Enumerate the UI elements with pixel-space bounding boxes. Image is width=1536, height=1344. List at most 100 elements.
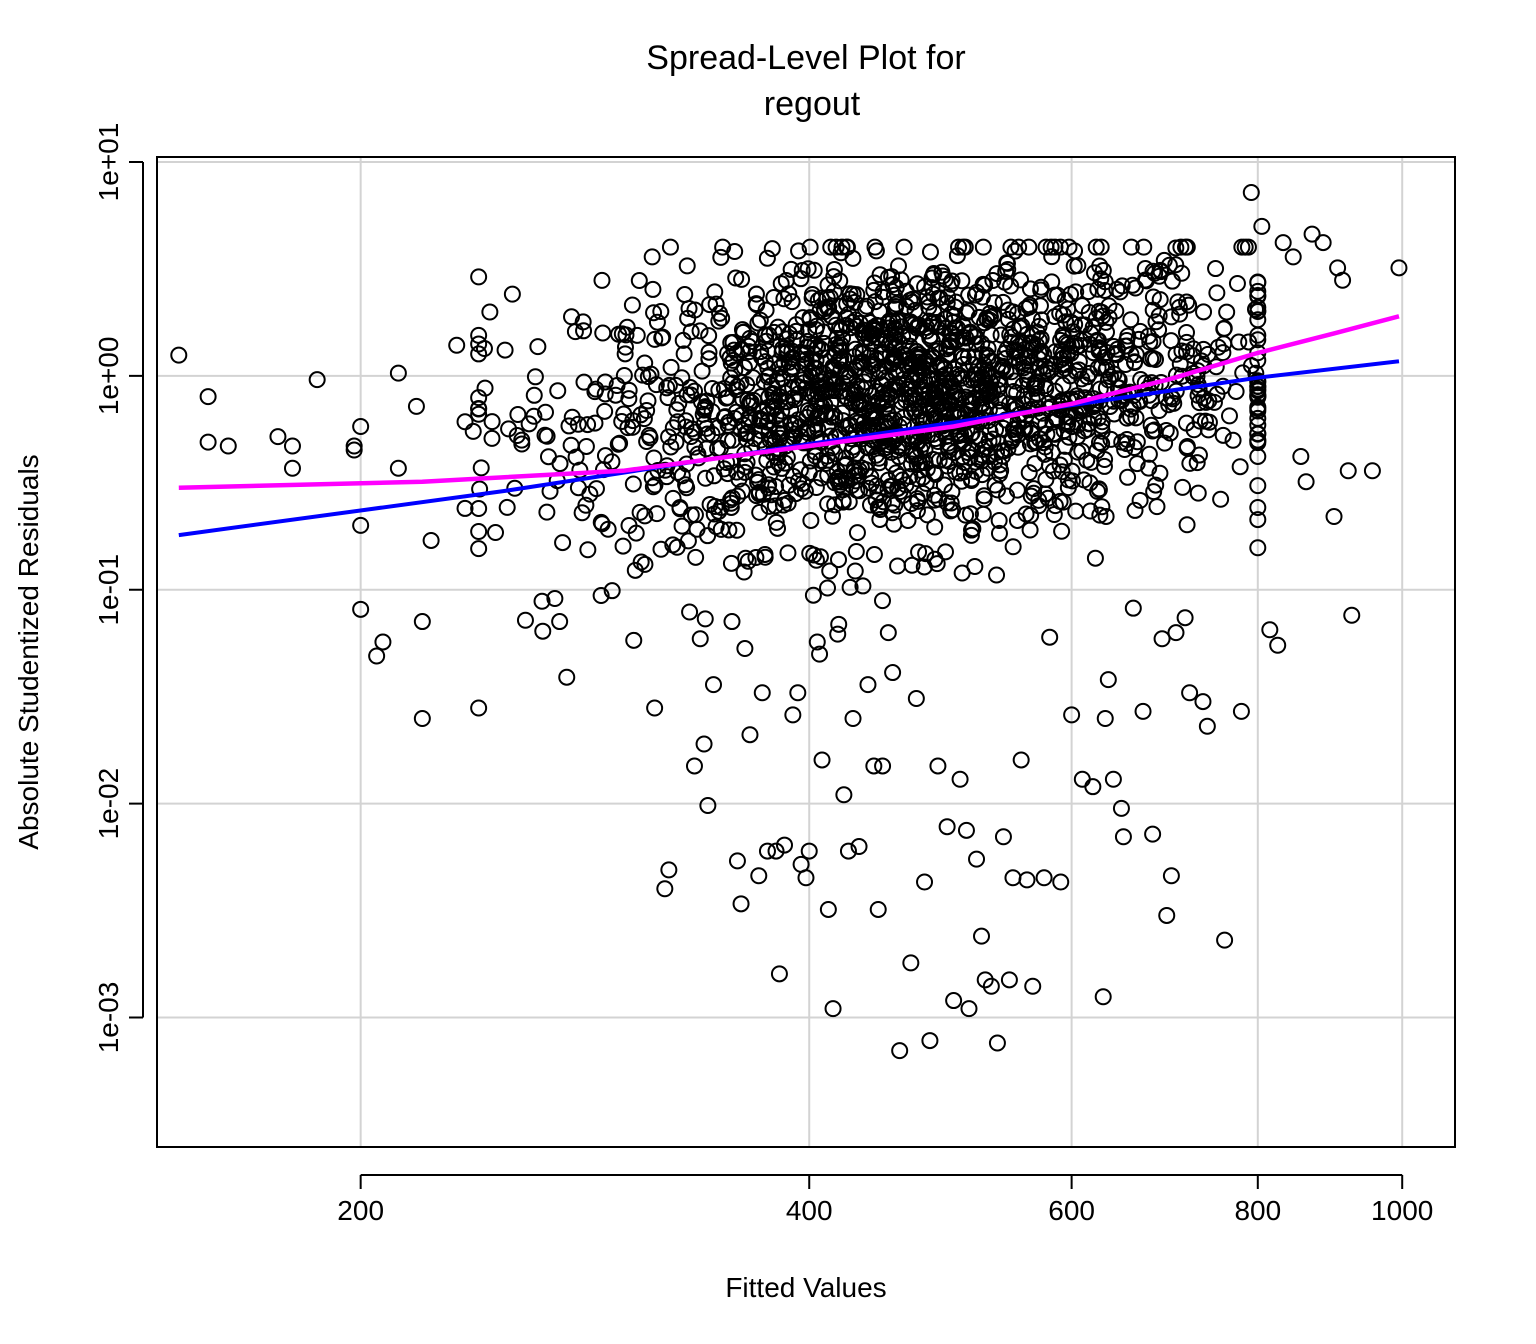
residual-point <box>894 409 912 427</box>
residual-point <box>1089 280 1107 298</box>
residual-point <box>615 367 633 385</box>
residual-point <box>1130 330 1148 348</box>
residual-point <box>827 238 845 256</box>
residual-point <box>1110 371 1128 389</box>
residual-point <box>498 498 516 516</box>
residual-point <box>413 710 431 728</box>
residual-point <box>825 268 843 286</box>
residual-point <box>756 353 774 371</box>
residual-point <box>884 664 902 682</box>
residual-point <box>533 592 551 610</box>
residual-point <box>837 469 855 487</box>
residual-point <box>1343 606 1361 624</box>
residual-point <box>1207 260 1225 278</box>
fit-lines <box>178 314 1400 538</box>
residual-point <box>1171 355 1189 373</box>
residual-point <box>982 374 1000 392</box>
residual-point <box>887 279 905 297</box>
residual-point <box>1066 242 1084 260</box>
residual-point <box>1073 770 1091 788</box>
residual-point <box>596 385 614 403</box>
residual-point <box>797 869 815 887</box>
residual-point <box>592 586 610 604</box>
residual-point <box>1090 433 1108 451</box>
residual-point <box>1142 416 1160 434</box>
residual-point <box>1145 421 1163 439</box>
residual-point <box>681 603 699 621</box>
residual-point <box>938 340 956 358</box>
residual-point <box>714 238 732 256</box>
residual-point <box>735 323 753 341</box>
residual-point <box>895 385 913 403</box>
residual-point <box>749 314 767 332</box>
residual-point <box>1170 298 1188 316</box>
residual-point <box>1142 350 1160 368</box>
residual-point <box>613 325 631 343</box>
residual-point <box>918 319 936 337</box>
residual-point <box>997 262 1015 280</box>
residual-point <box>934 398 952 416</box>
residual-point <box>536 426 554 444</box>
residual-point <box>802 511 820 529</box>
residual-point <box>1334 271 1352 289</box>
residual-point <box>698 425 716 443</box>
residual-point <box>671 500 689 518</box>
y-tick-label: 1e-03 <box>93 982 124 1054</box>
residual-point <box>889 557 907 575</box>
residual-point <box>646 699 664 717</box>
residual-point <box>648 505 666 523</box>
residual-point <box>706 283 724 301</box>
residual-point <box>691 322 709 340</box>
residual-point <box>471 480 489 498</box>
residual-point <box>1297 473 1315 491</box>
residual-point <box>1160 396 1178 414</box>
residual-point <box>603 582 621 600</box>
residual-point <box>470 400 488 418</box>
residual-point <box>922 371 940 389</box>
residual-point <box>1233 238 1251 256</box>
residual-point <box>784 706 802 724</box>
residual-point <box>1099 671 1117 689</box>
residual-point <box>646 476 664 494</box>
residual-point <box>700 327 718 345</box>
residual-point <box>955 463 973 481</box>
residual-point <box>961 505 979 523</box>
residual-point <box>978 309 996 327</box>
residual-point <box>660 376 678 394</box>
residual-point <box>1118 435 1136 453</box>
residual-point <box>1228 275 1246 293</box>
residual-point <box>1004 303 1022 321</box>
residual-point <box>823 408 841 426</box>
residual-point <box>918 506 936 524</box>
residual-point <box>677 412 695 430</box>
residual-point <box>1176 609 1194 627</box>
residual-point <box>800 842 818 860</box>
residual-point <box>837 363 855 381</box>
residual-point <box>635 410 653 428</box>
residual-point <box>951 770 969 788</box>
residual-point <box>939 438 957 456</box>
residual-point <box>981 423 999 441</box>
residual-point <box>648 313 666 331</box>
residual-point <box>1284 248 1302 266</box>
residual-point <box>834 374 852 392</box>
residual-point <box>1214 426 1232 444</box>
residual-point <box>1122 311 1140 329</box>
residual-point <box>988 1034 1006 1052</box>
residual-point <box>1036 358 1054 376</box>
residual-point <box>813 385 831 403</box>
residual-point <box>715 460 733 478</box>
residual-point <box>470 699 488 717</box>
residual-point <box>652 540 670 558</box>
residual-point <box>751 503 769 521</box>
residual-point <box>846 293 864 311</box>
residual-point <box>903 293 921 311</box>
residual-point <box>1163 272 1181 290</box>
residual-point <box>783 293 801 311</box>
residual-point <box>413 613 431 631</box>
residual-point <box>1028 373 1046 391</box>
residual-point <box>1086 264 1104 282</box>
residual-point <box>735 563 753 581</box>
residual-point <box>902 954 920 972</box>
residual-point <box>723 613 741 631</box>
